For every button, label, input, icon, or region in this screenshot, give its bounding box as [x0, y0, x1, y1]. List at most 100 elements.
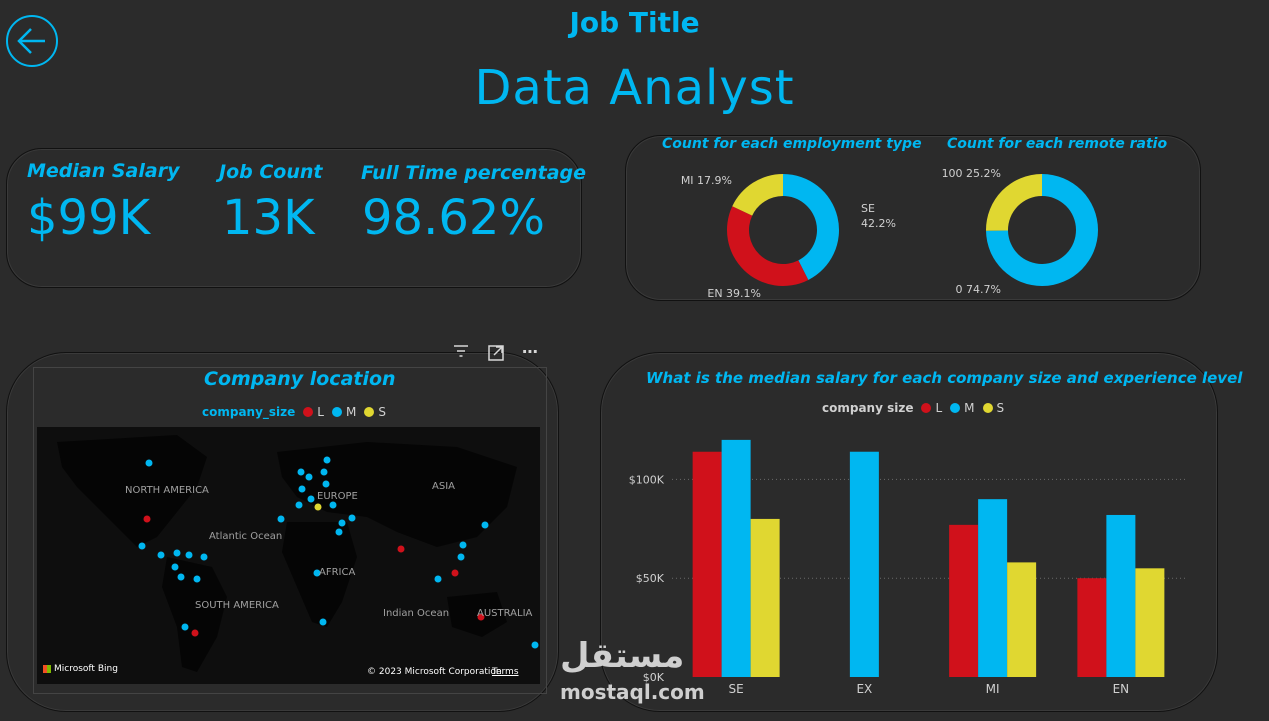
map-frame	[33, 367, 547, 694]
back-button[interactable]	[6, 15, 58, 67]
map-marker[interactable]	[348, 514, 356, 522]
map-marker[interactable]	[157, 551, 165, 559]
more-options-icon[interactable]: ⋯	[522, 342, 539, 361]
map-marker[interactable]	[193, 575, 201, 583]
donut-0-slice-SE[interactable]	[783, 174, 839, 280]
map-marker[interactable]	[143, 515, 151, 523]
watermark-arabic: مستقل	[560, 636, 685, 676]
donut-0-slice-EN[interactable]	[727, 206, 809, 286]
donut-charts: SE 42.2% EN 39.1% MI 17.9% 0 74.7% 100 25.2%	[681, 167, 1098, 300]
filter-icon[interactable]	[452, 342, 470, 364]
x-tick-label: MI	[986, 682, 1000, 696]
bar-SE-S[interactable]	[750, 518, 780, 677]
bar-legend-dot-s	[982, 403, 993, 413]
map-copyright: © 2023 Microsoft Corporation	[367, 667, 502, 677]
map-marker[interactable]	[319, 618, 327, 626]
kpi-value-job-count: 13K	[222, 190, 315, 246]
bar-SE-M[interactable]	[721, 439, 751, 677]
donut-0-slice-MI[interactable]	[732, 174, 783, 216]
bar-MI-M[interactable]	[978, 499, 1008, 677]
kpi-title-median-salary: Median Salary	[27, 160, 180, 182]
watermark-latin: mostaql.com	[560, 680, 705, 704]
map-marker[interactable]	[171, 563, 179, 571]
map-marker[interactable]	[305, 473, 313, 481]
y-tick-label: $50K	[636, 572, 665, 585]
map-marker[interactable]	[295, 501, 303, 509]
map-marker[interactable]	[323, 456, 331, 464]
legend-dot-m	[331, 407, 342, 417]
map-label-europe: EUROPE	[317, 491, 358, 502]
map-label-south-america: SOUTH AMERICA	[195, 600, 279, 611]
map-label-australia: AUSTRALIA	[477, 608, 533, 619]
windows-logo-icon	[43, 664, 51, 673]
bar-MI-L[interactable]	[949, 524, 979, 677]
map-marker[interactable]	[145, 459, 153, 467]
map-marker[interactable]	[338, 519, 346, 527]
map-marker[interactable]	[397, 545, 405, 553]
map-marker[interactable]	[477, 613, 485, 621]
map-marker[interactable]	[320, 468, 328, 476]
map-marker[interactable]	[185, 551, 193, 559]
x-tick-label: EN	[1113, 682, 1130, 696]
bar-MI-S[interactable]	[1007, 562, 1037, 677]
donut-card	[625, 135, 1201, 301]
bing-logo: Microsoft Bing	[43, 664, 118, 674]
bar-SE-L[interactable]	[692, 451, 722, 677]
donut-1-label-100: 100 25.2%	[942, 167, 1001, 180]
map-terms-link[interactable]: Terms	[492, 667, 519, 677]
page-label: Job Title	[569, 6, 700, 39]
donut-0-label-MI: MI 17.9%	[681, 174, 732, 187]
map-marker[interactable]	[138, 542, 146, 550]
donut-title-remote: Count for each remote ratio	[947, 136, 1168, 152]
kpi-value-median-salary: $99K	[27, 190, 151, 246]
focus-mode-icon[interactable]	[487, 344, 505, 366]
map-marker[interactable]	[173, 549, 181, 557]
arrow-left-icon	[17, 28, 45, 54]
donut-1-slice-0[interactable]	[986, 174, 1098, 286]
legend-dot-l	[303, 407, 314, 417]
map-marker[interactable]	[307, 495, 315, 503]
map-marker[interactable]	[298, 485, 306, 493]
bar-EN-S[interactable]	[1135, 568, 1165, 677]
legend-label-m: M	[345, 405, 357, 419]
kpi-value-full-time: 98.62%	[362, 190, 546, 246]
bar-EX-M[interactable]	[849, 451, 879, 677]
page-title: Data Analyst	[474, 60, 795, 116]
donut-1-label-0: 0 74.7%	[956, 283, 1001, 296]
map-marker[interactable]	[531, 641, 539, 649]
map-legend: company_size L M S	[202, 405, 390, 419]
map-marker[interactable]	[329, 501, 337, 509]
map-marker[interactable]	[451, 569, 459, 577]
map-label-africa: AFRICA	[319, 567, 356, 578]
donut-0-value-SE: 42.2%	[861, 217, 896, 230]
map-marker[interactable]	[297, 468, 305, 476]
map-marker[interactable]	[200, 553, 208, 561]
donut-1-slice-100[interactable]	[986, 174, 1042, 231]
bar-legend-label-l: L	[935, 401, 943, 415]
bar-legend-dot-m	[950, 403, 961, 413]
legend-label-l: L	[317, 405, 324, 419]
bar-legend-dot-l	[921, 403, 932, 413]
map-marker[interactable]	[434, 575, 442, 583]
bar-EN-L[interactable]	[1077, 578, 1107, 677]
map-label-indian-ocean: Indian Ocean	[383, 608, 450, 619]
map-title: Company location	[204, 368, 396, 390]
map-marker[interactable]	[457, 553, 465, 561]
map-marker[interactable]	[335, 528, 343, 536]
bar-EN-M[interactable]	[1106, 514, 1136, 677]
map-marker[interactable]	[481, 521, 489, 529]
donut-0-label-SE: SE	[861, 202, 875, 215]
map-legend-title: company_size	[202, 405, 296, 419]
map-marker[interactable]	[322, 480, 330, 488]
map-marker[interactable]	[177, 573, 185, 581]
map-label-asia: ASIA	[432, 481, 455, 492]
map-marker[interactable]	[277, 515, 285, 523]
map-marker[interactable]	[459, 541, 467, 549]
y-tick-label: $100K	[629, 473, 665, 486]
map-marker[interactable]	[181, 623, 189, 631]
map-marker[interactable]	[191, 629, 199, 637]
map-marker[interactable]	[313, 569, 321, 577]
donut-title-employment: Count for each employment type	[662, 136, 922, 152]
map-marker[interactable]	[314, 503, 322, 511]
world-map[interactable]: NORTH AMERICA EUROPE ASIA Atlantic Ocean…	[37, 427, 540, 684]
